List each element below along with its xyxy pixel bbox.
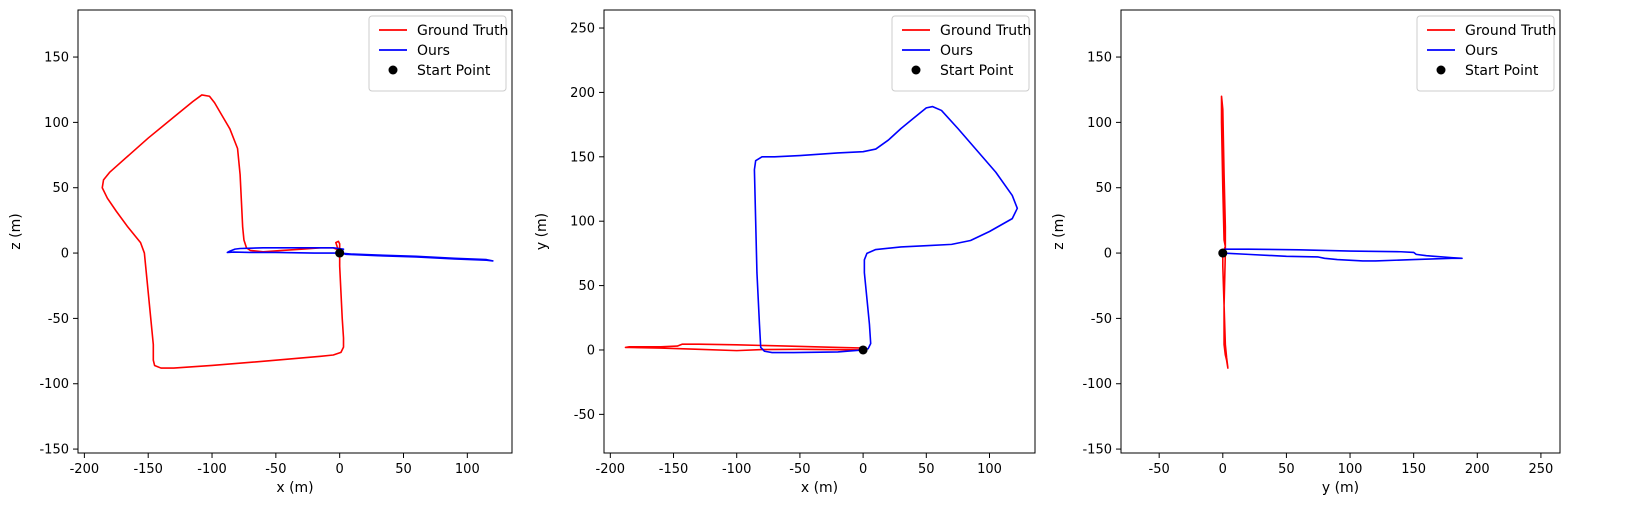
legend-box [368,15,507,92]
x-tick-label: 0 [336,462,344,477]
start-point-marker [1218,248,1228,258]
y-tick-label: 0 [1104,247,1112,262]
legend-entry-label: Ground Truth [1465,23,1556,39]
y-tick-label: 100 [570,215,595,230]
legend-box [891,15,1030,92]
y-tick-label: -50 [48,312,69,327]
legend-entry-label: Ours [940,43,973,59]
legend-entry-label: Start Point [940,63,1014,79]
x-tick-label: 50 [1278,462,1295,477]
y-axis-label: y (m) [534,213,550,250]
legend-entry-label: Start Point [417,63,491,79]
x-tick-label: -100 [197,462,227,477]
plot-area [624,105,1019,355]
legend-entry-label: Ground Truth [940,23,1031,39]
legend-box [1416,15,1555,92]
x-tick-label: 100 [455,462,480,477]
y-tick-label: 50 [578,279,595,294]
ground-truth-trajectory-line [1220,95,1229,369]
subplot-3: -50 0 50 100 150 200 250 -150 -100 -50 0 50 100 150 y … [1051,9,1561,496]
x-tick-label: 100 [1338,462,1363,477]
legend-entry-label: Start Point [1465,63,1539,79]
x-tick-label: -200 [70,462,100,477]
y-tick-label: 100 [1087,116,1112,131]
legend-start-point-swatch [911,65,921,75]
x-axis-label: x (m) [276,480,313,496]
y-tick-label: 150 [44,51,69,66]
y-tick-label: 250 [570,22,595,37]
y-axis-label: z (m) [1051,213,1067,249]
y-tick-label: -100 [1082,377,1112,392]
y-tick-label: -150 [1082,443,1112,458]
legend-start-point-swatch [1436,65,1446,75]
x-tick-label: 200 [1465,462,1490,477]
ground-truth-trajectory-line [101,94,345,369]
y-tick-label: -50 [574,408,595,423]
ours-trajectory-line [753,105,1019,354]
legend: Ground Truth Ours Start Point [891,15,1031,92]
legend: Ground Truth Ours Start Point [368,15,508,92]
x-tick-label: -50 [1149,462,1170,477]
y-tick-label: 50 [52,181,69,196]
x-tick-label: -50 [265,462,286,477]
x-tick-label: -50 [789,462,810,477]
legend-entry-label: Ours [1465,43,1498,59]
x-tick-label: -150 [659,462,689,477]
y-tick-label: 50 [1095,181,1112,196]
y-tick-label: 150 [1087,51,1112,66]
plot-area [1218,95,1463,369]
plot-area [101,94,494,369]
subplot-2: -200 -150 -100 -50 0 50 100 -50 0 50 100 150 200 250 x… [534,9,1036,496]
x-tick-label: 150 [1401,462,1426,477]
x-tick-label: 250 [1528,462,1553,477]
x-tick-label: -200 [596,462,626,477]
y-tick-label: 200 [570,86,595,101]
legend-entry-label: Ground Truth [417,23,508,39]
legend-start-point-swatch [388,65,398,75]
ours-trajectory-line [226,247,494,262]
x-tick-label: 0 [1219,462,1227,477]
y-tick-label: -100 [39,377,69,392]
axes-frame [1120,9,1561,454]
subplot-1: -200 -150 -100 -50 0 50 100-150-100-5005010015… [8,9,513,496]
y-tick-label: 0 [587,343,595,358]
x-tick-label: 50 [918,462,935,477]
y-tick-label: -150 [39,443,69,458]
axes-frame [603,9,1036,454]
axes-frame [77,9,513,454]
ground-truth-trajectory-line [624,343,864,352]
x-tick-label: -100 [722,462,752,477]
x-tick-label: 100 [977,462,1002,477]
x-tick-label: -150 [133,462,163,477]
x-axis-label: x (m) [801,480,838,496]
y-tick-label: -50 [1091,312,1112,327]
y-tick-label: 0 [61,247,69,262]
x-axis-label: y (m) [1322,480,1359,496]
start-point-marker [335,248,345,258]
start-point-marker [858,345,868,355]
legend-entry-label: Ours [417,43,450,59]
legend: Ground Truth Ours Start Point [1416,15,1556,92]
x-tick-label: 50 [395,462,412,477]
ours-trajectory-line [1222,248,1463,262]
y-tick-label: 150 [570,150,595,165]
x-tick-label: 0 [859,462,867,477]
y-tick-label: 100 [44,116,69,131]
y-axis-label: z (m) [8,213,24,249]
